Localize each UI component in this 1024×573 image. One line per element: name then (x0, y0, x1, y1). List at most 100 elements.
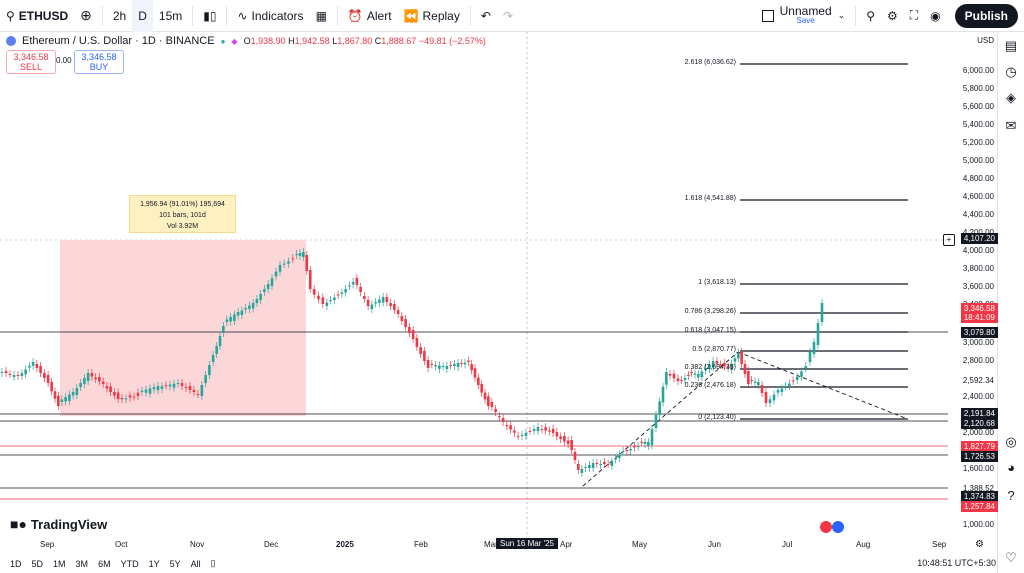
legend-ohlc: O1,938.90 H1,942.58 L1,867.80 C1,888.67 … (244, 36, 486, 46)
layers-icon[interactable]: ◈ (1006, 90, 1016, 105)
open-key: O (243, 36, 251, 46)
range-6m[interactable]: 6M (98, 558, 111, 569)
settings-button[interactable]: ⚙ (881, 0, 904, 32)
candle-body (101, 381, 105, 384)
candle-body (53, 391, 57, 399)
measure-volume: Vol 3.92M (166, 223, 199, 230)
candle-body (98, 377, 101, 382)
range-1d[interactable]: 1D (10, 558, 22, 569)
candle-body (263, 289, 266, 292)
candle-body (791, 380, 795, 382)
alert-button[interactable]: ⏰ Alert (347, 8, 392, 23)
candle-body (816, 323, 820, 345)
interval-2h[interactable]: 2h (112, 8, 127, 23)
chart-canvas[interactable] (0, 32, 948, 536)
price-tick: 5,400.00 (962, 120, 994, 129)
candle-body (274, 271, 278, 277)
tv-logo-icon: ■● (10, 516, 27, 532)
price-tick: 3,600.00 (962, 282, 994, 291)
candle-body (287, 261, 290, 264)
templates-button[interactable]: ▦ (310, 0, 333, 32)
range-5d[interactable]: 5D (31, 558, 44, 569)
quick-search-button[interactable]: ⚲ (860, 0, 881, 32)
candle-body (148, 388, 152, 394)
range-5y[interactable]: 5Y (169, 558, 181, 569)
candle-body (282, 263, 286, 265)
time-scale[interactable]: Sep Oct Nov Dec 2025 Feb Mar Apr May Jun Jul Aug Sep (0, 536, 948, 550)
candle-body (438, 365, 441, 369)
time-tick: Nov (190, 540, 205, 549)
candle-body (351, 282, 355, 285)
candle-body (460, 363, 463, 364)
candle-body (24, 369, 27, 375)
clock[interactable]: 10:48:51 UTC+5:30 (917, 558, 996, 568)
candle-body (340, 292, 344, 294)
candle-body (441, 366, 445, 367)
alarm-clock-icon: ⏰ (347, 8, 363, 23)
signal-icon[interactable]: ◎ (1005, 434, 1017, 449)
candle-body (591, 463, 595, 468)
candle-body (687, 375, 690, 376)
date-range-icon[interactable]: ▯ (210, 558, 216, 568)
time-tick: Feb (414, 540, 428, 549)
plus-circle-icon: ⊕ (80, 7, 92, 23)
divider (226, 5, 228, 26)
candle-body (760, 385, 764, 393)
candle-body (370, 304, 374, 309)
candle-body (336, 294, 340, 296)
notifications-bell-icon[interactable]: ♡ (1005, 550, 1017, 565)
indicators-button[interactable]: ∿ Indicators (237, 8, 304, 23)
candle-body (708, 364, 711, 369)
fullscreen-button[interactable]: ⛶ (904, 0, 924, 32)
currency-label[interactable]: USD (977, 36, 994, 45)
tradingview-logo[interactable]: ■● TradingView (10, 516, 107, 532)
interval-1d[interactable]: D (132, 0, 153, 32)
range-ytd[interactable]: YTD (120, 558, 139, 569)
range-all[interactable]: All (190, 558, 201, 569)
snapshot-button[interactable]: ◉ (924, 0, 946, 32)
measure-tooltip: 1,956.94 (91.01%) 195,694 101 bars, 101d… (129, 195, 236, 233)
indicators-icon: ∿ (237, 8, 248, 23)
price-tick: 4,400.00 (962, 210, 994, 219)
publish-button[interactable]: Publish (954, 3, 1018, 28)
symbol-search[interactable]: ⚲ ETHUSD (6, 8, 69, 23)
interval-15m[interactable]: 15m (158, 8, 183, 23)
candle-body (776, 390, 780, 393)
candle-body (248, 305, 251, 309)
candle-body (577, 464, 580, 470)
ideas-icon[interactable]: ◕ (1007, 460, 1015, 475)
grid-icon: ▦ (315, 8, 327, 23)
low-key: L (332, 36, 338, 46)
candle-body (317, 295, 320, 300)
range-1y[interactable]: 1Y (148, 558, 160, 569)
candle-body (136, 392, 140, 396)
chart-type-button[interactable]: ▮▯ (197, 0, 222, 32)
candle-body (661, 386, 665, 403)
add-symbol-button[interactable]: ⊕ (74, 0, 98, 32)
alerts-clock-icon[interactable]: ◷ (1005, 64, 1017, 79)
add-crosshair-button[interactable]: + (943, 234, 955, 246)
time-tick: Apr (560, 540, 573, 549)
redo-icon: ↷ (502, 8, 513, 23)
range-1m[interactable]: 1M (53, 558, 66, 569)
price-tick: 2,592.34 (962, 376, 994, 385)
fib-level-label: 0 (2,123.40) (698, 414, 736, 421)
redo-button[interactable]: ↷ (497, 0, 519, 32)
watchlist-icon[interactable]: ▤ (1004, 38, 1018, 53)
price-tick: 5,600.00 (962, 102, 994, 111)
chat-icon[interactable]: ✉ (1005, 118, 1017, 133)
help-icon[interactable]: ? (1007, 488, 1015, 503)
price-tick: 5,800.00 (962, 84, 994, 93)
scale-settings-icon[interactable]: ⚙ (975, 539, 984, 550)
candle-body (381, 297, 385, 303)
sell-button[interactable]: 3,346.58 SELL (6, 50, 56, 74)
price-scale[interactable]: USD 6,000.00 5,800.00 5,600.00 5,400.00 5,20… (948, 32, 998, 534)
replay-button[interactable]: ⏪ Replay (403, 8, 460, 23)
undo-button[interactable]: ↶ (475, 0, 497, 32)
candle-body (35, 364, 39, 368)
layout-menu[interactable]: Unnamed Save ⌄ (756, 0, 852, 32)
buy-button[interactable]: 3,346.58 BUY (74, 50, 124, 74)
events-flag-icon[interactable] (820, 521, 844, 533)
range-3m[interactable]: 3M (75, 558, 89, 569)
candle-body (140, 390, 144, 392)
